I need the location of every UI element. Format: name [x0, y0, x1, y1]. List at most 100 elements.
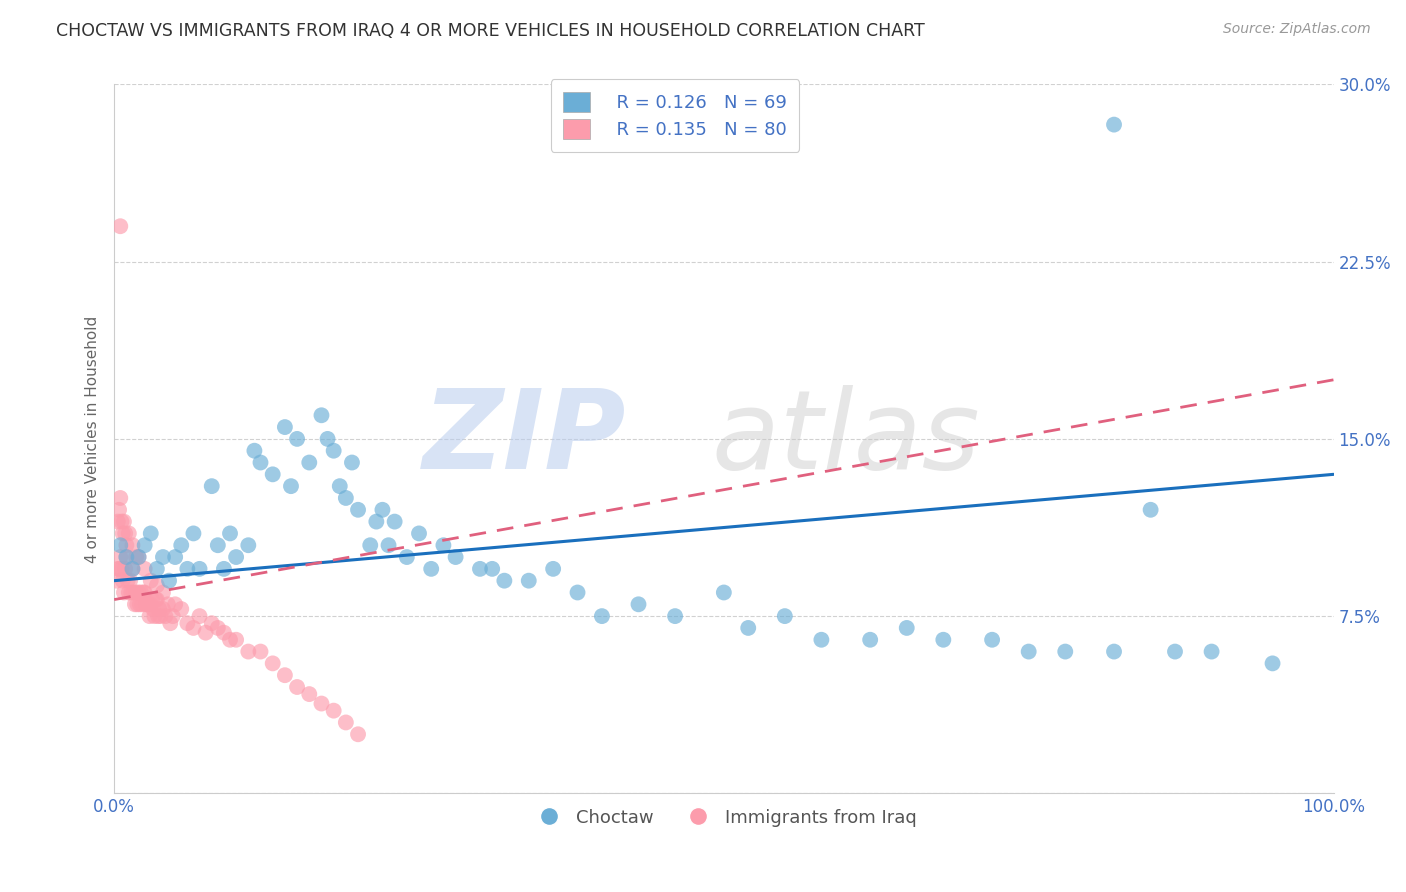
Point [118, 585, 141, 599]
Point [146, 562, 169, 576]
Point [146, 592, 169, 607]
Point [395, 549, 418, 564]
Point [125, 549, 148, 564]
Point [225, 549, 247, 564]
Point [285, 680, 308, 694]
Point [194, 625, 217, 640]
Point [591, 609, 613, 624]
Point [118, 526, 141, 541]
Point [285, 432, 308, 446]
Point [366, 515, 388, 529]
Point [152, 602, 174, 616]
Point [408, 526, 430, 541]
Point [121, 538, 143, 552]
Point [243, 443, 266, 458]
Point [329, 479, 352, 493]
Point [280, 479, 302, 493]
Point [664, 609, 686, 624]
Point [432, 538, 454, 552]
Point [340, 456, 363, 470]
Point [207, 621, 229, 635]
Point [152, 549, 174, 564]
Point [212, 625, 235, 640]
Point [347, 727, 370, 741]
Point [165, 597, 187, 611]
Point [859, 632, 882, 647]
Point [420, 562, 443, 576]
Point [1018, 644, 1040, 658]
Point [107, 515, 129, 529]
Point [225, 632, 247, 647]
Point [322, 443, 344, 458]
Point [359, 538, 381, 552]
Point [112, 515, 135, 529]
Point [773, 609, 796, 624]
Point [110, 491, 132, 505]
Point [127, 597, 149, 611]
Point [249, 644, 271, 658]
Point [335, 715, 357, 730]
Point [120, 585, 142, 599]
Point [135, 597, 157, 611]
Point [384, 515, 406, 529]
Point [124, 597, 146, 611]
Point [219, 526, 242, 541]
Point [481, 562, 503, 576]
Point [156, 597, 179, 611]
Point [262, 657, 284, 671]
Point [212, 562, 235, 576]
Point [139, 574, 162, 588]
Point [468, 562, 491, 576]
Point [176, 562, 198, 576]
Point [541, 562, 564, 576]
Point [110, 562, 132, 576]
Point [108, 562, 131, 576]
Point [159, 616, 181, 631]
Point [115, 549, 138, 564]
Point [146, 578, 169, 592]
Point [112, 585, 135, 599]
Point [274, 420, 297, 434]
Point [111, 574, 134, 588]
Point [981, 632, 1004, 647]
Legend: Choctaw, Immigrants from Iraq: Choctaw, Immigrants from Iraq [523, 802, 924, 834]
Point [176, 616, 198, 631]
Point [136, 597, 159, 611]
Point [128, 549, 150, 564]
Point [810, 632, 832, 647]
Point [111, 526, 134, 541]
Point [517, 574, 540, 588]
Point [188, 609, 211, 624]
Point [170, 538, 193, 552]
Point [107, 562, 129, 576]
Point [141, 592, 163, 607]
Point [134, 562, 156, 576]
Point [129, 585, 152, 599]
Point [128, 597, 150, 611]
Point [134, 538, 156, 552]
Point [114, 526, 136, 541]
Text: Source: ZipAtlas.com: Source: ZipAtlas.com [1223, 22, 1371, 37]
Point [238, 644, 260, 658]
Point [152, 585, 174, 599]
Text: CHOCTAW VS IMMIGRANTS FROM IRAQ 4 OR MORE VEHICLES IN HOUSEHOLD CORRELATION CHAR: CHOCTAW VS IMMIGRANTS FROM IRAQ 4 OR MOR… [56, 22, 925, 40]
Point [249, 456, 271, 470]
Point [139, 597, 162, 611]
Point [110, 538, 132, 552]
Point [121, 562, 143, 576]
Point [110, 219, 132, 234]
Text: atlas: atlas [711, 385, 980, 492]
Point [371, 503, 394, 517]
Point [110, 515, 132, 529]
Point [262, 467, 284, 482]
Point [298, 456, 321, 470]
Point [444, 549, 467, 564]
Point [117, 574, 139, 588]
Point [118, 574, 141, 588]
Point [157, 574, 180, 588]
Point [896, 621, 918, 635]
Point [322, 704, 344, 718]
Point [201, 479, 224, 493]
Point [138, 609, 160, 624]
Point [1164, 644, 1187, 658]
